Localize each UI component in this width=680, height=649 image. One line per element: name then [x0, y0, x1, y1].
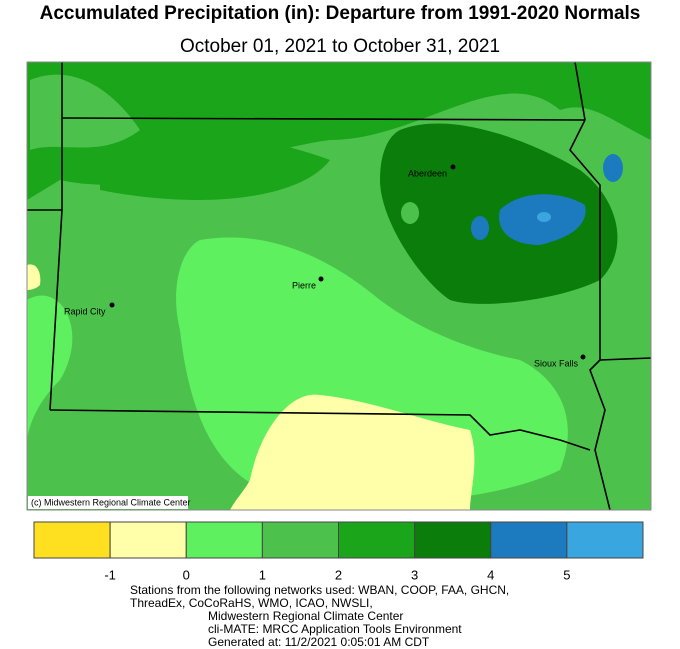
- credit: (c) Midwestern Regional Climate Center: [31, 497, 191, 507]
- legend-tick-label: 4: [487, 567, 494, 582]
- legend-swatch: [109, 521, 187, 559]
- footer-line: ThreadEx, CoCoRaHS, WMO, ICAO, NWSLI,: [130, 596, 373, 610]
- footer-line: Generated at: 11/2/2021 0:05:01 AM CDT: [208, 635, 430, 649]
- legend-swatch: [338, 521, 416, 559]
- legend-swatch: [261, 521, 339, 559]
- legend: -1 0 1 2 3 4 5: [33, 521, 644, 582]
- footer-line: Midwestern Regional Climate Center: [208, 609, 403, 623]
- legend-swatch: [414, 521, 492, 559]
- legend-swatch: [566, 521, 644, 559]
- footer-line: cli-MATE: MRCC Application Tools Environ…: [208, 622, 462, 636]
- legend-tick-label: 1: [259, 567, 266, 582]
- title: Accumulated Precipitation (in): Departur…: [40, 3, 641, 24]
- legend-tick-label: 0: [183, 567, 190, 582]
- subtitle: October 01, 2021 to October 31, 2021: [180, 36, 500, 57]
- legend-tick-label: 2: [335, 567, 342, 582]
- legend-swatch: [33, 521, 111, 559]
- legend-swatch: [490, 521, 568, 559]
- legend-tick-label: -1: [104, 567, 116, 582]
- city-label: Sioux Falls: [534, 358, 579, 368]
- footer-line: Stations from the following networks use…: [130, 583, 509, 597]
- city-label: Pierre: [292, 280, 316, 290]
- legend-tick-label: 5: [563, 567, 570, 582]
- city-label: Aberdeen: [408, 168, 447, 178]
- city-label: Rapid City: [64, 306, 106, 316]
- legend-tick-label: 3: [411, 567, 418, 582]
- map: Aberdeen Pierre Rapid City Sioux Falls (…: [26, 61, 652, 511]
- legend-swatch: [185, 521, 263, 559]
